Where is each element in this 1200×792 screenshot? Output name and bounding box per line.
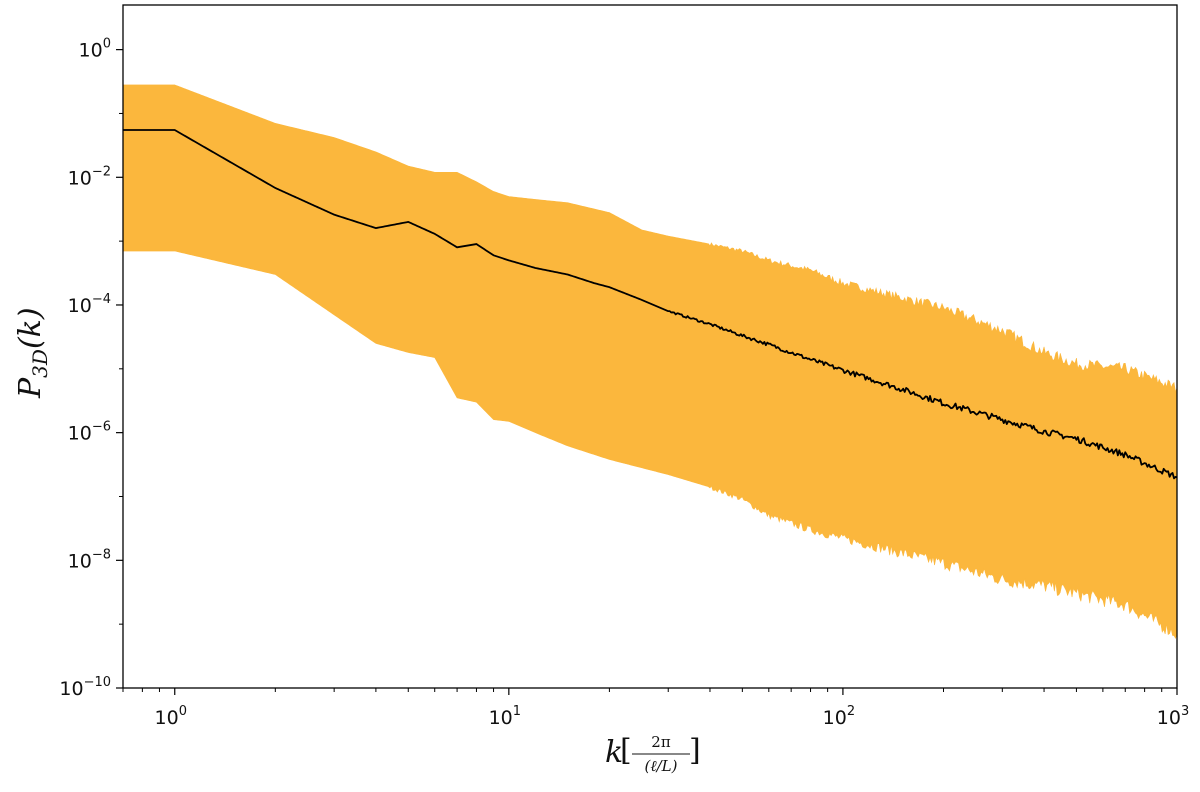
spread-band xyxy=(122,84,1178,639)
y-tick-label: 10−4 xyxy=(68,292,111,317)
x-axis-label-numerator: 2π xyxy=(651,733,671,751)
y-axis-ticks: 100 10−2 10−4 10−6 10−8 10−10 xyxy=(59,37,123,700)
svg-text:P3D(k): P3D(k) xyxy=(13,307,52,399)
y-tick-label: 10−8 xyxy=(68,547,111,572)
x-tick-label: 101 xyxy=(489,704,521,729)
x-axis-label-bracket-open: [ xyxy=(620,733,632,768)
y-tick-label: 100 xyxy=(79,37,111,62)
x-axis-ticks: 100 101 102 103 xyxy=(122,688,1189,729)
x-axis-label: k [ 2π (ℓ/L) ] xyxy=(605,733,701,775)
x-axis-label-bracket-close: ] xyxy=(689,733,701,768)
mean-spectrum-line xyxy=(123,129,1178,480)
axes-frame xyxy=(122,4,1178,689)
y-axis-label-subscript: 3D xyxy=(28,349,52,378)
x-tick-label: 102 xyxy=(823,704,855,729)
y-tick-label: 10−2 xyxy=(68,164,111,189)
y-axis-label: P3D(k) xyxy=(13,307,52,399)
x-tick-label: 103 xyxy=(1157,704,1189,729)
y-axis-label-suffix: (k) xyxy=(13,307,48,349)
y-tick-label: 10−10 xyxy=(59,675,111,700)
y-axis-label-main: P xyxy=(13,377,48,399)
x-tick-label: 100 xyxy=(155,704,187,729)
y-tick-label: 10−6 xyxy=(68,420,111,445)
x-axis-label-main: k xyxy=(605,735,623,770)
x-axis-label-denominator: (ℓ/L) xyxy=(645,757,678,775)
plot-area xyxy=(122,84,1178,639)
